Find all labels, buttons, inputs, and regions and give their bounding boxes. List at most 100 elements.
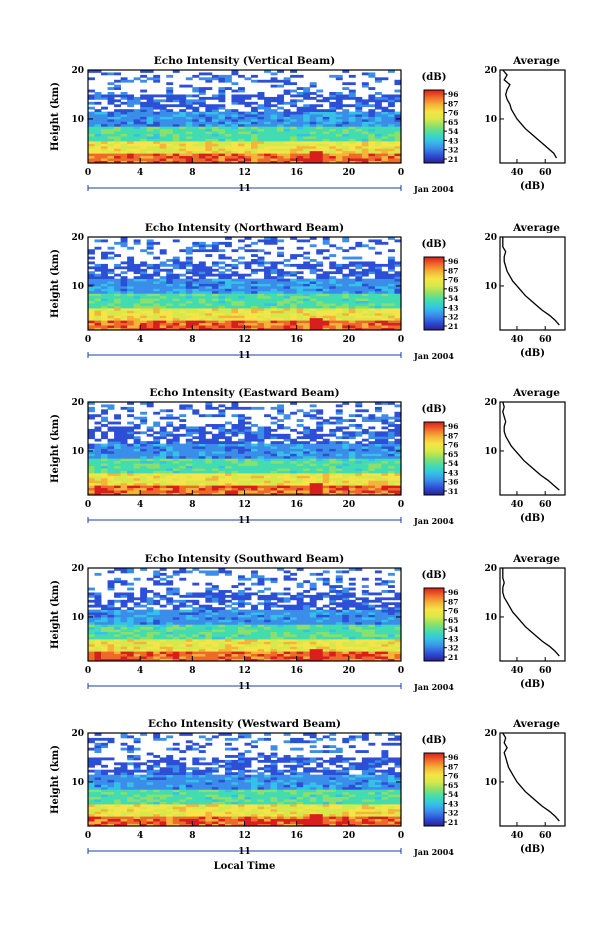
heatmap-cell	[192, 150, 200, 154]
heatmap-cell	[159, 568, 167, 571]
heatmap-cell	[251, 121, 258, 125]
heatmap-cell	[387, 131, 395, 135]
heatmap-cell	[153, 646, 161, 650]
heatmap-cell	[94, 482, 102, 486]
heatmap-cell	[205, 310, 213, 314]
heatmap-cell	[172, 148, 180, 152]
heatmap-cell	[146, 145, 154, 149]
heatmap-cell	[166, 648, 174, 652]
heatmap-cell	[264, 455, 271, 459]
heatmap-cell	[394, 463, 402, 467]
x-tick-label: 4	[137, 335, 143, 345]
heatmap-cell	[270, 295, 278, 299]
heatmap-cell	[185, 251, 193, 255]
heatmap-cell	[322, 143, 330, 147]
heatmap-cell	[211, 307, 219, 311]
heatmap-cell	[94, 140, 102, 144]
heatmap-cell	[159, 268, 167, 272]
heatmap-cell	[224, 283, 232, 287]
heatmap-cell	[107, 295, 115, 299]
heatmap-cell	[270, 448, 278, 452]
heatmap-cell	[387, 421, 395, 425]
heatmap-cell	[211, 249, 219, 253]
heatmap-cell	[218, 458, 226, 462]
heatmap-cell	[192, 592, 200, 596]
heatmap-cell	[224, 634, 232, 637]
heatmap-cell	[257, 431, 265, 435]
heatmap-cell	[394, 285, 402, 289]
heatmap-cell	[335, 293, 343, 297]
heatmap-cell	[185, 312, 193, 316]
heatmap-cell	[355, 114, 363, 117]
heatmap-cell	[140, 307, 148, 311]
heatmap-cell	[381, 307, 389, 311]
heatmap-cell	[244, 300, 252, 304]
heatmap-cell	[316, 111, 324, 115]
heatmap-cell	[94, 266, 102, 270]
heatmap-cell	[159, 609, 167, 613]
heatmap-cell	[361, 482, 369, 486]
colorbar-tick-label: 36	[448, 478, 458, 487]
heatmap-cell	[192, 470, 200, 474]
heatmap-cell	[127, 295, 135, 299]
heatmap-cell	[107, 150, 115, 154]
heatmap-cell	[179, 458, 187, 462]
heatmap-cell	[179, 317, 187, 321]
heatmap-cell	[309, 450, 317, 454]
heatmap-cell	[322, 239, 330, 243]
heatmap-cell	[283, 153, 291, 157]
heatmap-cell	[270, 143, 278, 147]
heatmap-cell	[205, 487, 213, 491]
heatmap-cell	[374, 416, 382, 420]
heatmap-cell	[198, 609, 206, 613]
heatmap-cell	[153, 300, 161, 304]
heatmap-cell	[355, 312, 363, 316]
heatmap-cell	[127, 414, 135, 418]
heatmap-cell	[355, 285, 363, 289]
heatmap-cell	[322, 325, 330, 328]
heatmap-cell	[277, 150, 285, 154]
heatmap-cell	[374, 305, 382, 309]
heatmap-cell	[146, 455, 154, 459]
heatmap-cell	[198, 450, 206, 454]
heatmap-cell	[296, 288, 304, 292]
heatmap-cell	[224, 638, 232, 642]
heatmap-cell	[257, 153, 265, 157]
heatmap-cell	[198, 145, 206, 149]
heatmap-cell	[244, 288, 252, 292]
heatmap-cell	[120, 485, 128, 489]
heatmap-cell	[153, 317, 161, 321]
heatmap-cell	[198, 293, 206, 297]
heatmap-cell	[88, 431, 95, 435]
heatmap-cell	[277, 482, 285, 486]
heatmap-cell	[374, 482, 382, 486]
heatmap-cell	[322, 446, 330, 449]
heatmap-cell	[394, 315, 402, 319]
heatmap-cell	[172, 94, 180, 98]
heatmap-cell	[283, 327, 291, 331]
heatmap-cell	[224, 136, 232, 139]
heatmap-cell	[133, 604, 141, 608]
heatmap-cell	[296, 485, 304, 489]
heatmap-cell	[133, 160, 141, 164]
heatmap-cell	[257, 288, 265, 292]
heatmap-cell	[159, 327, 167, 331]
heatmap-cell	[335, 123, 343, 127]
heatmap-cell	[218, 648, 226, 652]
heatmap-cell	[368, 465, 376, 469]
heatmap-cell	[218, 312, 226, 316]
heatmap-cell	[172, 281, 180, 284]
heatmap-cell	[277, 293, 285, 297]
heatmap-cell	[192, 656, 200, 659]
heatmap-cell	[192, 460, 200, 464]
heatmap-cell	[355, 458, 363, 462]
heatmap-cell	[101, 317, 108, 321]
heatmap-cell	[146, 101, 154, 105]
heatmap-cell	[381, 402, 389, 405]
heatmap-cell	[264, 480, 271, 484]
heatmap-cell	[322, 140, 330, 144]
heatmap-cell	[348, 271, 356, 275]
heatmap-cell	[264, 433, 271, 437]
heatmap-cell	[133, 616, 141, 620]
heatmap-cell	[101, 619, 108, 623]
